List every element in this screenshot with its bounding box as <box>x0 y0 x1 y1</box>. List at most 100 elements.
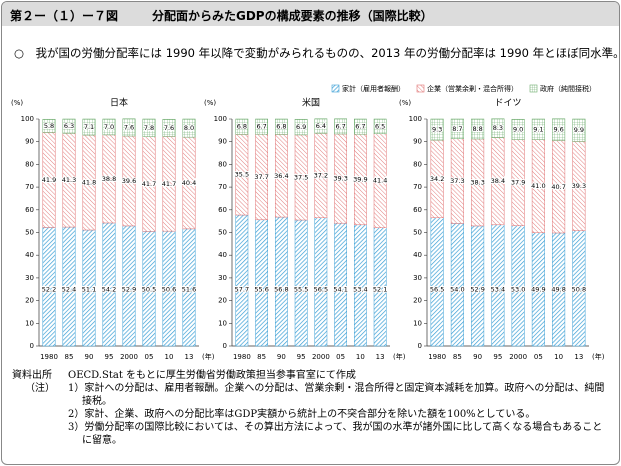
value-label: 51.6 <box>182 285 196 293</box>
value-label: 49.8 <box>551 285 565 293</box>
x-tick-label: 1980 <box>40 353 58 361</box>
value-label: 37.3 <box>450 177 464 185</box>
value-label: 38.4 <box>491 177 505 185</box>
x-tick-label: 13 <box>376 353 385 361</box>
bar-segment <box>235 118 249 135</box>
chart-title: 日本 <box>110 97 128 109</box>
y-tick-label: 60 <box>218 206 227 214</box>
y-tick-label: 90 <box>218 138 227 146</box>
value-label: 40.7 <box>551 183 565 191</box>
x-tick-label: 13 <box>574 353 583 361</box>
header: 第２ー（１）ー７図 分配面からみたGDPの構成要素の推移（国際比較） <box>2 2 619 26</box>
y-unit: (%) <box>11 99 23 107</box>
bar-segment <box>294 118 308 136</box>
value-label: 39.3 <box>333 175 347 183</box>
bar-segment <box>373 118 387 135</box>
bar-segment <box>471 118 485 140</box>
value-label: 6.7 <box>335 122 345 130</box>
value-label: 41.7 <box>142 180 156 188</box>
value-label: 41.9 <box>42 176 56 184</box>
bar-segment <box>255 118 268 135</box>
y-tick-label: 50 <box>413 229 422 237</box>
value-label: 49.9 <box>531 285 545 293</box>
x-tick-label: 2000 <box>120 353 138 361</box>
bar-segment <box>430 118 444 141</box>
x-tick-label: 90 <box>473 353 482 361</box>
value-label: 6.7 <box>355 123 365 131</box>
value-label: 38.3 <box>470 178 484 186</box>
value-label: 54.2 <box>102 285 116 293</box>
y-tick-label: 70 <box>413 183 422 191</box>
value-label: 6.4 <box>316 122 326 130</box>
legend-label: 企業（営業余剰・混合所得） <box>427 84 518 93</box>
bar-segment <box>334 118 347 135</box>
value-label: 7.1 <box>84 123 94 131</box>
x-tick-label: 95 <box>105 353 114 361</box>
bar-segment <box>275 118 288 135</box>
y-tick-label: 80 <box>218 160 227 168</box>
value-label: 37.7 <box>254 173 268 181</box>
value-label: 9.3 <box>432 126 442 134</box>
source-label: 資料出所 <box>12 370 52 381</box>
value-label: 34.2 <box>430 175 444 183</box>
bar-segment <box>511 118 525 140</box>
bar-segment <box>62 118 76 134</box>
value-label: 8.0 <box>184 124 194 132</box>
y-tick-label: 100 <box>409 115 422 123</box>
x-tick-label: 1980 <box>428 353 446 361</box>
value-label: 50.5 <box>142 285 156 293</box>
value-label: 7.0 <box>104 123 114 131</box>
x-unit: (年) <box>393 352 406 361</box>
legend-swatch <box>331 84 340 93</box>
bar-segment <box>42 118 56 133</box>
value-label: 51.1 <box>82 285 96 293</box>
y-tick-label: 30 <box>25 274 34 282</box>
y-tick-label: 20 <box>25 297 34 305</box>
value-label: 40.4 <box>182 179 196 187</box>
value-label: 39.9 <box>353 175 367 183</box>
value-label: 57.7 <box>235 285 249 293</box>
legend-label: 家計（雇用者報酬） <box>342 84 405 93</box>
value-label: 54.0 <box>450 285 464 293</box>
value-label: 52.1 <box>373 285 387 293</box>
y-tick-label: 100 <box>21 115 34 123</box>
y-tick-label: 40 <box>413 251 422 259</box>
x-tick-label: 10 <box>165 353 174 361</box>
value-label: 52.9 <box>470 285 484 293</box>
value-label: 53.4 <box>353 285 367 293</box>
x-tick-label: 10 <box>356 353 365 361</box>
y-unit: (%) <box>204 99 216 107</box>
bar-segment <box>255 219 268 347</box>
x-unit: (年) <box>592 352 605 361</box>
y-tick-label: 70 <box>218 183 227 191</box>
value-label: 56.8 <box>274 285 288 293</box>
y-tick-label: 30 <box>218 274 227 282</box>
y-tick-label: 0 <box>30 342 34 350</box>
x-tick-label: 05 <box>336 353 345 361</box>
bar-segment <box>314 217 328 347</box>
value-label: 9.6 <box>553 126 563 134</box>
y-tick-label: 0 <box>418 342 422 350</box>
note-items: 1）家計への分配は、雇用者報酬。企業への分配は、営業余剰・混合所得と固定資本減耗… <box>68 382 612 447</box>
x-tick-label: 2000 <box>509 353 527 361</box>
value-label: 6.5 <box>375 122 385 130</box>
x-tick-label: 95 <box>493 353 502 361</box>
value-label: 37.5 <box>294 173 308 181</box>
value-label: 41.3 <box>62 176 76 184</box>
x-tick-label: 90 <box>85 353 94 361</box>
value-label: 53.0 <box>511 285 525 293</box>
x-tick-label: 2000 <box>312 353 330 361</box>
y-tick-label: 0 <box>223 342 227 350</box>
source: OECD.Stat をもとに厚生労働省労働政策担当参事官室にて作成 <box>68 370 356 381</box>
bar-segment <box>102 118 116 136</box>
bar-segment <box>531 118 545 140</box>
value-label: 39.6 <box>122 177 136 185</box>
value-label: 52.9 <box>122 285 136 293</box>
value-label: 41.4 <box>373 177 387 185</box>
legend-swatch <box>416 84 425 93</box>
figure-title: 分配面からみたGDPの構成要素の推移（国際比較） <box>152 9 433 23</box>
bar-segment <box>572 118 586 142</box>
x-tick-label: 05 <box>534 353 543 361</box>
value-label: 55.6 <box>254 285 268 293</box>
